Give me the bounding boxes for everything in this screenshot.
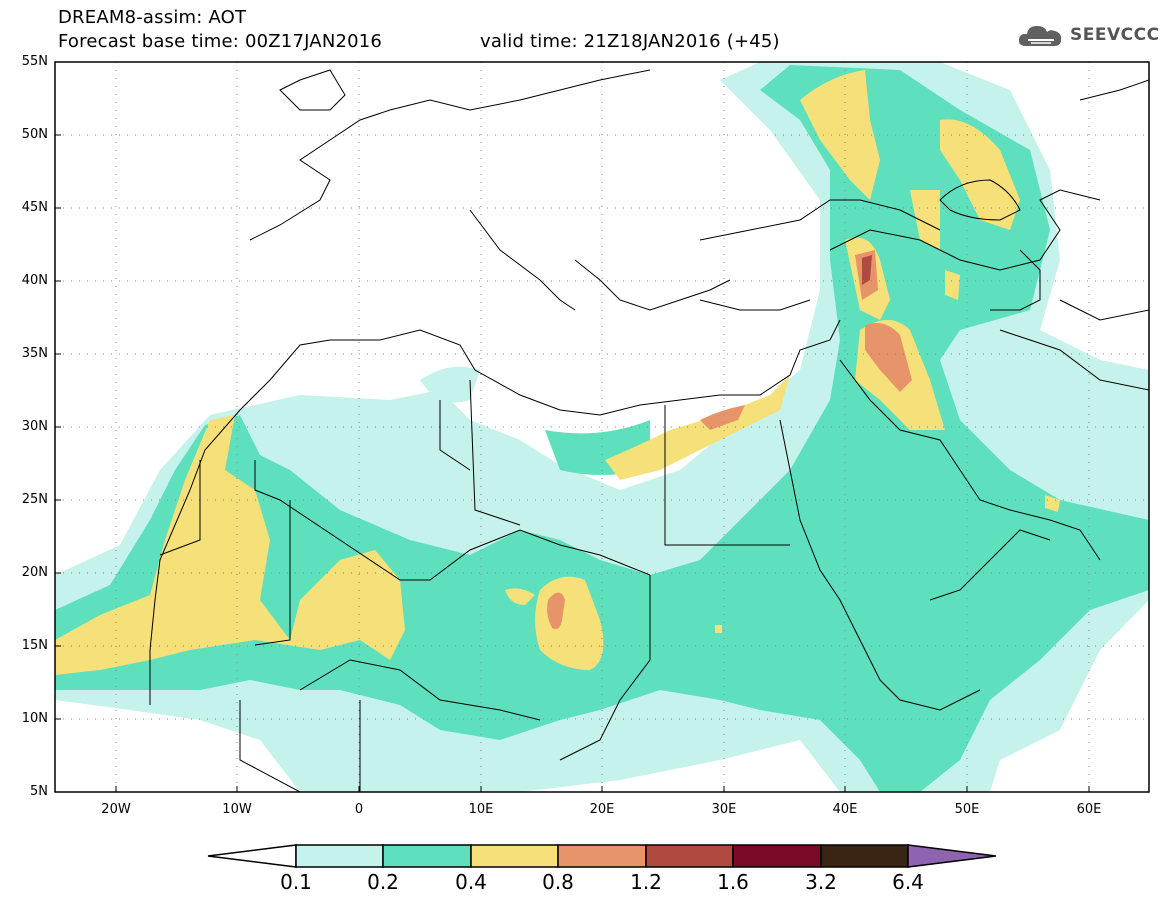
lon-label: 0 bbox=[354, 802, 364, 817]
aot-field bbox=[55, 62, 1149, 792]
colorbar-label: 3.2 bbox=[805, 870, 837, 894]
lon-label: 10W bbox=[222, 802, 252, 817]
coastlines bbox=[149, 69, 1149, 792]
colorbar-label: 6.4 bbox=[892, 870, 924, 894]
colorbar-label: 0.8 bbox=[542, 870, 574, 894]
map-title: DREAM8-assim: AOT bbox=[58, 7, 247, 28]
cloud-icon bbox=[1018, 26, 1062, 46]
lat-label: 25N bbox=[21, 492, 48, 507]
lat-label: 5N bbox=[30, 784, 48, 799]
colorbar-label: 0.1 bbox=[280, 870, 312, 894]
lon-label: 30E bbox=[711, 802, 737, 817]
lon-label: 50E bbox=[954, 802, 980, 817]
colorbar-label: 1.2 bbox=[630, 870, 662, 894]
aot-level-0-8 bbox=[547, 250, 912, 629]
lat-label: 40N bbox=[21, 273, 48, 288]
lon-label: 10E bbox=[468, 802, 494, 817]
lat-label: 15N bbox=[21, 638, 48, 653]
lat-label: 45N bbox=[21, 200, 48, 215]
seevccc-logo: SEEVCCC bbox=[1016, 20, 1160, 50]
lon-label: 20E bbox=[589, 802, 615, 817]
lat-label: 55N bbox=[21, 54, 48, 69]
colorbar-label: 0.4 bbox=[455, 870, 487, 894]
axis-ticks bbox=[55, 134, 1090, 792]
lat-label: 35N bbox=[21, 346, 48, 361]
lon-label: 60E bbox=[1076, 802, 1102, 817]
lat-label: 50N bbox=[21, 127, 48, 142]
colorbar-label: 0.2 bbox=[367, 870, 399, 894]
grid-lines bbox=[55, 62, 1149, 792]
aot-level-1-2 bbox=[862, 255, 872, 285]
lat-label: 20N bbox=[21, 565, 48, 580]
lon-label: 20W bbox=[101, 802, 131, 817]
lat-label: 30N bbox=[21, 419, 48, 434]
valid-time: valid time: 21Z18JAN2016 (+45) bbox=[480, 31, 780, 52]
forecast-base-time: Forecast base time: 00Z17JAN2016 bbox=[58, 31, 383, 52]
colorbar-label: 1.6 bbox=[717, 870, 749, 894]
logo-text: SEEVCCC bbox=[1070, 25, 1160, 45]
lat-label: 10N bbox=[21, 711, 48, 726]
lon-label: 40E bbox=[832, 802, 858, 817]
